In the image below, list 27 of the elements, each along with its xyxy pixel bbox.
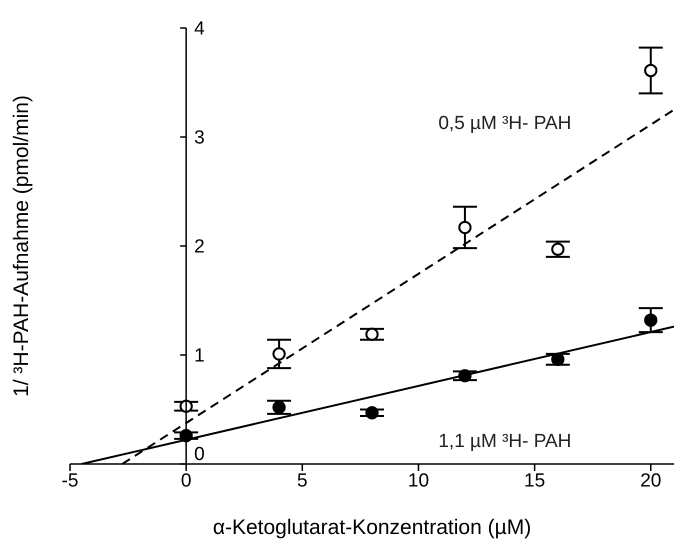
- point: [458, 220, 472, 234]
- point: [551, 352, 564, 366]
- y-tick-label: 4: [194, 18, 206, 40]
- point: [272, 347, 286, 361]
- x-tick-label: 0: [180, 470, 192, 492]
- text: 1,1 µM ³H- PAH: [438, 431, 572, 454]
- series-label: 0,5 µM ³H- PAH: [438, 112, 572, 135]
- point: [365, 406, 379, 420]
- x-tick-label: 15: [524, 470, 546, 492]
- point: [644, 64, 658, 78]
- point: [458, 369, 472, 382]
- x-tick-label: 10: [408, 470, 430, 492]
- y-tick-label: 0: [194, 444, 205, 466]
- x-axis-title: α-Ketoglutarat-Konzentration (µM): [212, 516, 532, 539]
- y-tick-label: 3: [194, 128, 205, 149]
- x-tick-label: -5: [62, 470, 78, 492]
- point: [365, 328, 379, 341]
- y-axis-title: 1/ ³H-PAH-Aufnahme (pmol/min): [10, 95, 34, 397]
- point: [180, 400, 193, 413]
- x-tick-label: 20: [640, 470, 662, 492]
- x-tick-label: 5: [297, 470, 308, 492]
- point: [180, 429, 193, 442]
- point: [272, 400, 286, 414]
- y-tick-label: 1: [194, 346, 205, 367]
- point: [644, 313, 658, 327]
- point: [551, 242, 564, 256]
- y-tick-label: 2: [194, 236, 205, 258]
